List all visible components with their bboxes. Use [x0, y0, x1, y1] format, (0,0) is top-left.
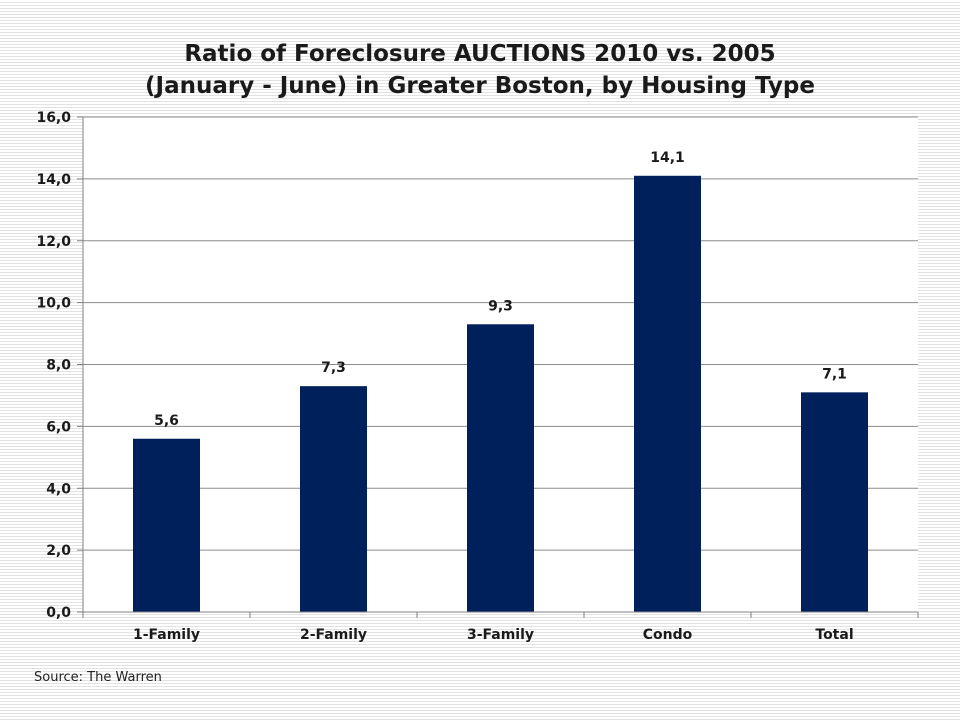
y-tick-label: 16,0 — [36, 110, 71, 126]
chart-title-line-2: (January - June) in Greater Boston, by H… — [145, 73, 815, 99]
bar — [801, 392, 868, 612]
y-tick-label: 4,0 — [46, 481, 71, 497]
bar — [133, 438, 200, 612]
y-tick-label: 2,0 — [46, 543, 71, 559]
y-tick-label: 14,0 — [36, 172, 71, 188]
data-label: 7,3 — [321, 360, 346, 376]
data-label: 9,3 — [488, 298, 513, 314]
source-note: Source: The Warren — [34, 670, 162, 685]
y-tick-label: 0,0 — [46, 605, 71, 621]
y-tick-label: 10,0 — [36, 296, 71, 312]
chart-title-line-1: Ratio of Foreclosure AUCTIONS 2010 vs. 2… — [184, 41, 776, 67]
x-tick-label: Condo — [643, 627, 693, 643]
y-tick-label: 6,0 — [46, 419, 71, 435]
bar — [634, 175, 701, 612]
x-tick-label: 1-Family — [133, 627, 200, 643]
bar — [300, 386, 367, 612]
data-label: 5,6 — [154, 413, 179, 429]
chart-title: Ratio of Foreclosure AUCTIONS 2010 vs. 2… — [0, 38, 960, 102]
bar — [467, 324, 534, 612]
data-label: 14,1 — [650, 150, 685, 166]
x-tick-label: Total — [815, 627, 853, 643]
y-tick-label: 12,0 — [36, 234, 71, 250]
x-tick-label: 3-Family — [467, 627, 534, 643]
data-label: 7,1 — [822, 366, 847, 382]
y-tick-label: 8,0 — [46, 358, 71, 374]
x-tick-label: 2-Family — [300, 627, 367, 643]
